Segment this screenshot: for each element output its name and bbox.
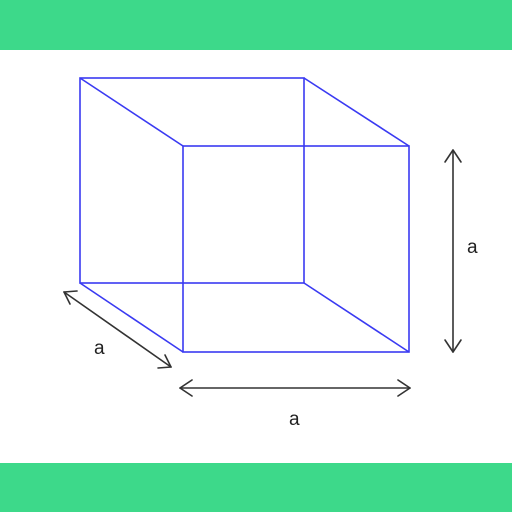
cube-edge-bottom-left <box>79 282 184 353</box>
cube-front-face <box>182 145 410 353</box>
cube-wireframe <box>79 77 410 353</box>
cube-edge-top-left <box>79 77 184 147</box>
width-arrow <box>179 379 411 397</box>
width-label: a <box>289 409 300 430</box>
depth-arrow <box>63 290 172 369</box>
cube-edge-bottom-right <box>303 282 410 353</box>
dimension-labels: a a a <box>94 237 478 430</box>
height-arrow <box>444 149 462 353</box>
cube-edge-top-right <box>303 77 410 147</box>
cube-back-face <box>79 77 305 284</box>
dimension-arrows <box>63 149 462 397</box>
depth-label: a <box>94 338 105 359</box>
top-accent-band <box>0 0 512 50</box>
height-label: a <box>467 237 478 258</box>
bottom-accent-band <box>0 463 512 512</box>
